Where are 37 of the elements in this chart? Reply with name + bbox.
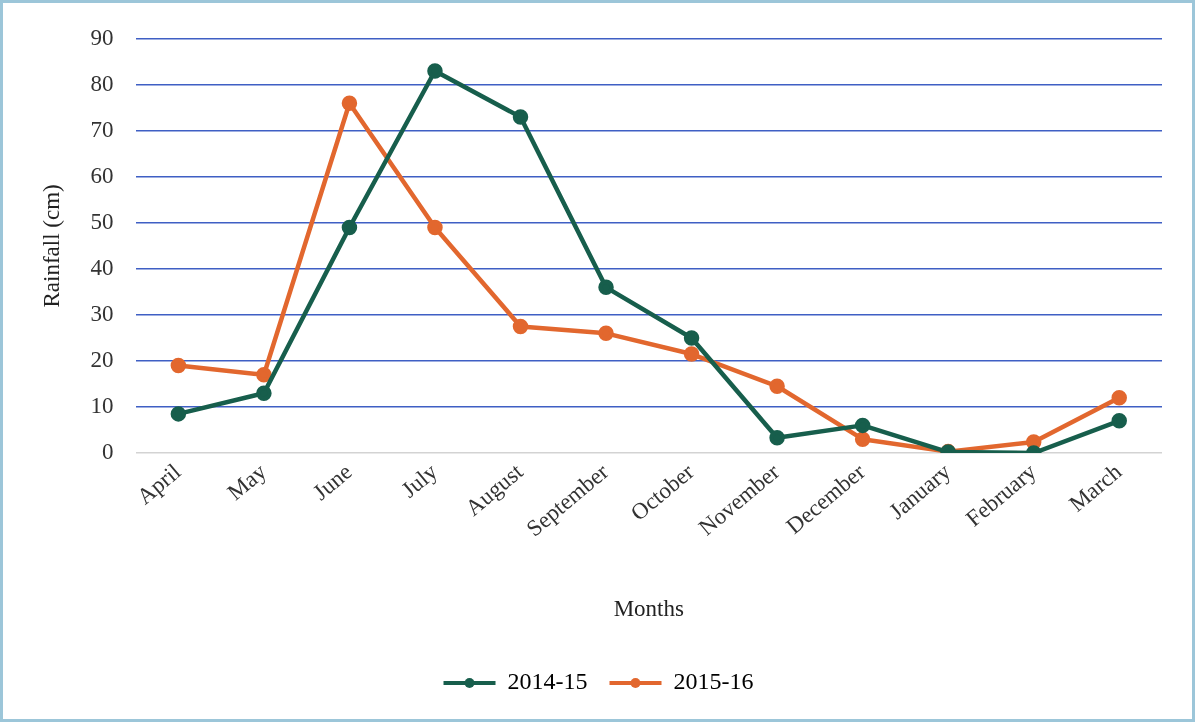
point <box>769 378 785 395</box>
point <box>512 318 529 335</box>
point <box>683 346 700 362</box>
point <box>427 63 443 79</box>
y-tick-label: 0 <box>102 439 114 465</box>
x-axis-title: Months <box>613 596 684 622</box>
y-tick-label: 30 <box>90 300 114 326</box>
point <box>512 109 529 125</box>
point <box>854 431 871 447</box>
y-axis-title: Rainfall (cm) <box>38 184 64 308</box>
x-tick-label: June <box>308 458 357 506</box>
y-tick-label: 40 <box>90 254 114 280</box>
point <box>598 279 614 296</box>
x-tick-label: May <box>222 458 272 506</box>
y-tick-label: 70 <box>90 116 114 142</box>
y-tick-label: 90 <box>90 24 114 50</box>
x-tick-label: July <box>396 458 443 503</box>
point <box>1111 413 1127 429</box>
point <box>256 385 272 401</box>
point <box>170 406 187 422</box>
point <box>1111 390 1127 406</box>
point <box>598 325 614 342</box>
y-tick-label: 20 <box>90 347 114 372</box>
point <box>854 417 871 434</box>
y-tick-label: 50 <box>90 208 114 234</box>
y-tick-label: 60 <box>90 162 114 188</box>
point <box>341 95 358 111</box>
y-tick-label: 10 <box>90 393 114 419</box>
point <box>769 430 785 446</box>
point <box>427 219 443 236</box>
legend-label: 2015-16 <box>673 668 754 695</box>
legend-label: 2014-15 <box>507 668 588 695</box>
point <box>683 330 700 346</box>
point <box>256 367 272 383</box>
point <box>341 219 358 236</box>
point <box>170 357 187 374</box>
y-tick-label: 80 <box>90 70 114 96</box>
